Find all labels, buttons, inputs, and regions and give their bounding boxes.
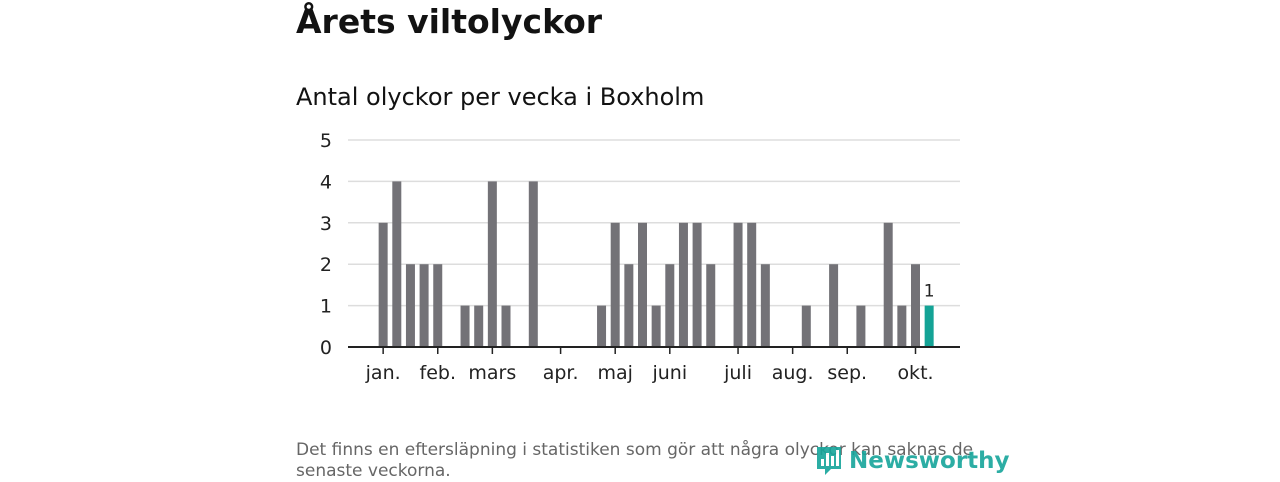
bar [433, 264, 443, 347]
y-tick-label: 4 [320, 171, 332, 193]
bar [597, 305, 607, 347]
x-tick-label: juli [723, 362, 752, 384]
brand[interactable]: Newsworthy [815, 445, 1010, 477]
y-tick-label: 1 [320, 296, 332, 318]
bar [419, 264, 429, 347]
x-tick-label: jan. [365, 362, 401, 384]
bar [883, 222, 893, 347]
x-tick-label: okt. [897, 362, 933, 384]
bar [378, 222, 388, 347]
page-title: Årets viltolyckor [296, 2, 603, 41]
bar [460, 305, 470, 347]
x-tick-label: aug. [772, 362, 814, 384]
y-tick-label: 3 [320, 213, 332, 235]
footnote: Det finns en eftersläpning i statistiken… [296, 440, 974, 481]
chart-title: Antal olyckor per vecka i Boxholm [296, 83, 705, 111]
bar [474, 305, 484, 347]
bar [760, 264, 770, 347]
x-tick-label: apr. [543, 362, 579, 384]
bar [692, 222, 702, 347]
newsworthy-logo-icon [817, 447, 841, 475]
bar [487, 181, 497, 347]
bar [897, 305, 907, 347]
y-tick-label: 0 [320, 337, 332, 359]
bar [706, 264, 716, 347]
bar [733, 222, 743, 347]
y-tick-label: 5 [320, 130, 332, 152]
bar [501, 305, 511, 347]
x-tick-label: mars [468, 362, 516, 384]
bar-highlight [924, 305, 934, 347]
bar [651, 305, 661, 347]
bar [528, 181, 538, 347]
bar [801, 305, 811, 347]
x-tick-label: feb. [420, 362, 456, 384]
bar [624, 264, 634, 347]
bar-chart: 0 1 2 3 4 5 1 jan. feb. mars apr. maj juni juli aug. se… [320, 130, 960, 384]
x-tick-label: sep. [827, 362, 867, 384]
bar [638, 222, 647, 347]
y-tick-label: 2 [320, 254, 332, 276]
bar [610, 222, 620, 347]
bar [856, 305, 866, 347]
data-label: 1 [924, 282, 935, 302]
bar [911, 264, 920, 347]
bar [405, 264, 415, 347]
bar [829, 264, 839, 347]
brand-name: Newsworthy [849, 448, 1010, 474]
bar [678, 222, 688, 347]
x-tick-label: juni [651, 362, 687, 384]
bar [665, 264, 675, 347]
bar [392, 181, 402, 347]
x-tick-label: maj [597, 362, 632, 384]
bar [747, 222, 757, 347]
